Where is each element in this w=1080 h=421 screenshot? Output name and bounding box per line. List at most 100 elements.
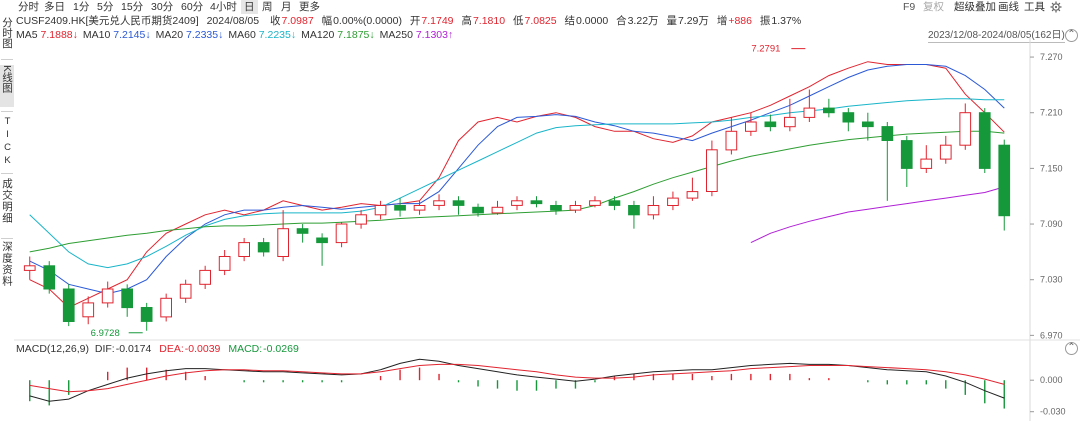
candle-body — [569, 205, 582, 211]
candle-body — [589, 200, 601, 206]
tab-monthly[interactable]: 月 — [281, 1, 292, 13]
candle-body — [218, 256, 231, 271]
candle-body — [978, 112, 991, 169]
ma-value-ma10: 7.2145↓ — [113, 29, 151, 41]
candle-body — [433, 200, 445, 206]
ma-line-ma10 — [29, 64, 1005, 295]
side-tab-label: K线图 — [1, 65, 13, 94]
dea-value: -0.0039 — [184, 343, 221, 355]
change-label: 幅 — [321, 15, 333, 27]
close-value: 7.0987 — [281, 15, 314, 27]
ma-line-ma250 — [750, 186, 1005, 244]
ma-value-ma5: 7.1888↓ — [40, 29, 78, 41]
macd-line-dea — [29, 363, 1005, 393]
ma-value-ma60: 7.2235↓ — [258, 29, 297, 41]
candle-body — [706, 149, 718, 193]
side-tab-label: TICK — [2, 116, 13, 168]
price-tick-label: 7.150 — [1040, 163, 1063, 173]
symbol-name: CUSF2409.HK[美元兑人民币期货2409] — [16, 15, 199, 27]
candle-body — [355, 214, 367, 225]
gear-icon[interactable] — [1050, 1, 1062, 13]
tab-5min[interactable]: 5分 — [97, 1, 114, 13]
high-label: 高 — [461, 15, 472, 27]
candle-body — [764, 121, 777, 128]
f9-button[interactable]: F9 — [903, 1, 916, 13]
candle-body — [335, 223, 348, 244]
change-value: 0.00%(0.0000) — [333, 15, 402, 27]
candle-body — [374, 205, 387, 216]
candle-body — [725, 130, 738, 151]
tools-button[interactable]: 工具 — [1024, 1, 1045, 13]
candle-body — [939, 144, 952, 160]
macd-chevron-up-icon[interactable]: ⌃ — [1065, 342, 1078, 355]
fuquan-button[interactable]: 复权 — [923, 1, 944, 13]
side-tab-label: 深度资料 — [1, 241, 13, 287]
tab-weekly[interactable]: 周 — [262, 1, 273, 13]
amount-value: 3.22万 — [627, 15, 659, 27]
chevron-up-icon[interactable]: ⌃ — [1065, 29, 1078, 42]
macd-legend: MACD(12,26,9) DIF:-0.0174 DEA:-0.0039 MA… — [16, 342, 304, 356]
candle-body — [238, 242, 251, 258]
tab-daily[interactable]: 日 — [241, 0, 258, 14]
period-toolbar: 分时 多日 1分 5分 15分 30分 60分 4小时 日 周 月 更多 F9 … — [0, 0, 1080, 14]
candle-body — [316, 237, 328, 244]
candle-body — [413, 205, 426, 211]
tab-15min[interactable]: 15分 — [121, 1, 144, 13]
super-overlay-button[interactable]: 超级叠加 — [954, 1, 996, 13]
open-value: 7.1749 — [421, 15, 454, 27]
divider — [1, 111, 13, 112]
tab-1min[interactable]: 1分 — [73, 1, 90, 13]
tab-30min[interactable]: 30分 — [151, 1, 174, 13]
side-tab-tick[interactable]: TICK — [0, 116, 14, 168]
low-label: 低 — [513, 15, 524, 27]
tab-4hour[interactable]: 4小时 — [210, 1, 237, 13]
candle-body — [959, 112, 972, 146]
draw-line-button[interactable]: 画线 — [998, 1, 1019, 13]
close-label: 收 — [270, 15, 281, 27]
tab-more[interactable]: 更多 — [299, 1, 320, 13]
ma-line-ma120 — [29, 130, 1005, 253]
side-tab-trade-details[interactable]: 成交明细 — [0, 178, 14, 234]
candle-body — [842, 112, 855, 123]
ma-label-ma20: MA20 — [155, 29, 186, 41]
open-label: 开 — [409, 15, 421, 27]
volume-value: 7.29万 — [677, 15, 709, 27]
candle-body — [277, 228, 289, 257]
candle-body — [160, 297, 173, 318]
quote-row: CUSF2409.HK[美元兑人民币期货2409] 2024/08/05 收7.… — [16, 14, 806, 28]
low-value: 7.0825 — [524, 15, 557, 27]
macd-label: MACD: — [228, 343, 263, 355]
side-tab-kline[interactable]: K线图 — [0, 65, 14, 107]
tab-multi-day[interactable]: 多日 — [44, 1, 65, 13]
ma-value-ma20: 7.2335↓ — [185, 29, 224, 41]
candle-body — [628, 205, 640, 216]
candle-body — [472, 206, 484, 214]
tab-60min[interactable]: 60分 — [181, 1, 204, 13]
candle-body — [862, 121, 874, 128]
candle-body — [667, 197, 679, 207]
ma-value-ma250: 7.1303↑ — [415, 29, 454, 41]
candle-body — [647, 205, 660, 216]
candle-body — [881, 126, 894, 141]
price-tick-label: 7.210 — [1040, 108, 1063, 118]
side-tab-fenshi[interactable]: 分时图 — [0, 17, 14, 55]
candle-body — [784, 116, 796, 128]
candle-body — [394, 205, 406, 211]
candle-body — [101, 288, 114, 304]
tab-fenshi[interactable]: 分时 — [18, 1, 39, 13]
candle-body — [296, 228, 309, 234]
candle-body — [608, 200, 621, 206]
candle-body — [511, 200, 523, 206]
side-tab-depth-info[interactable]: 深度资料 — [0, 241, 14, 297]
candle-body — [257, 242, 270, 253]
candle-body — [452, 200, 465, 206]
candle-body — [62, 288, 75, 322]
candle-body — [803, 107, 816, 118]
quote-date: 2024/08/05 — [206, 15, 260, 27]
high-price-annotation: 7.2791 — [751, 44, 780, 55]
divider — [1, 173, 13, 174]
candle-body — [121, 288, 134, 309]
amount-label: 合 — [616, 15, 627, 27]
candle-body — [23, 265, 36, 271]
